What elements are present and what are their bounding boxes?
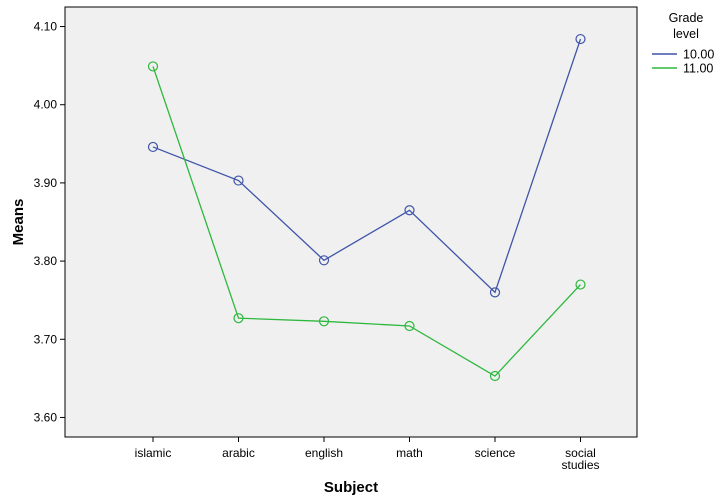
x-tick-label: social studies — [561, 446, 599, 472]
legend-title: Grade — [669, 11, 704, 25]
x-tick-label: english — [305, 446, 343, 460]
x-axis: islamic arabic english math science social stu… — [135, 437, 600, 472]
x-tick-label: science — [475, 446, 516, 460]
data-point — [575, 279, 586, 290]
y-axis-title: Means — [10, 199, 27, 246]
data-point — [147, 141, 159, 153]
y-tick-label: 3.90 — [34, 176, 58, 190]
x-axis-title: Subject — [324, 479, 378, 496]
x-tick-label: math — [396, 446, 423, 460]
y-tick-label: 3.80 — [34, 254, 58, 268]
legend-label: 10.00 — [683, 48, 714, 62]
plot-area — [64, 6, 638, 438]
data-point — [147, 61, 159, 72]
series-lines — [152, 38, 582, 377]
data-point — [404, 320, 415, 332]
y-axis: 3.60 3.70 3.80 3.90 4.00 4.10 — [34, 20, 65, 424]
data-point — [318, 316, 330, 327]
data-point — [404, 205, 415, 216]
data-point — [233, 313, 244, 324]
legend-title: level — [673, 27, 699, 41]
series-line-11.00 — [152, 66, 581, 377]
data-point — [318, 255, 330, 266]
y-tick-label: 3.60 — [34, 410, 58, 424]
x-tick-label: arabic — [222, 446, 255, 460]
legend-label: 11.00 — [683, 62, 713, 76]
series-line-10.00 — [152, 38, 582, 294]
data-point — [489, 287, 501, 298]
y-tick-label: 4.00 — [34, 98, 58, 112]
y-tick-label: 4.10 — [34, 20, 58, 34]
series-markers — [147, 33, 586, 382]
data-point — [233, 175, 244, 186]
data-point — [489, 370, 501, 382]
x-tick-label: islamic — [135, 446, 172, 460]
y-tick-label: 3.70 — [34, 332, 58, 346]
data-point — [575, 33, 586, 45]
